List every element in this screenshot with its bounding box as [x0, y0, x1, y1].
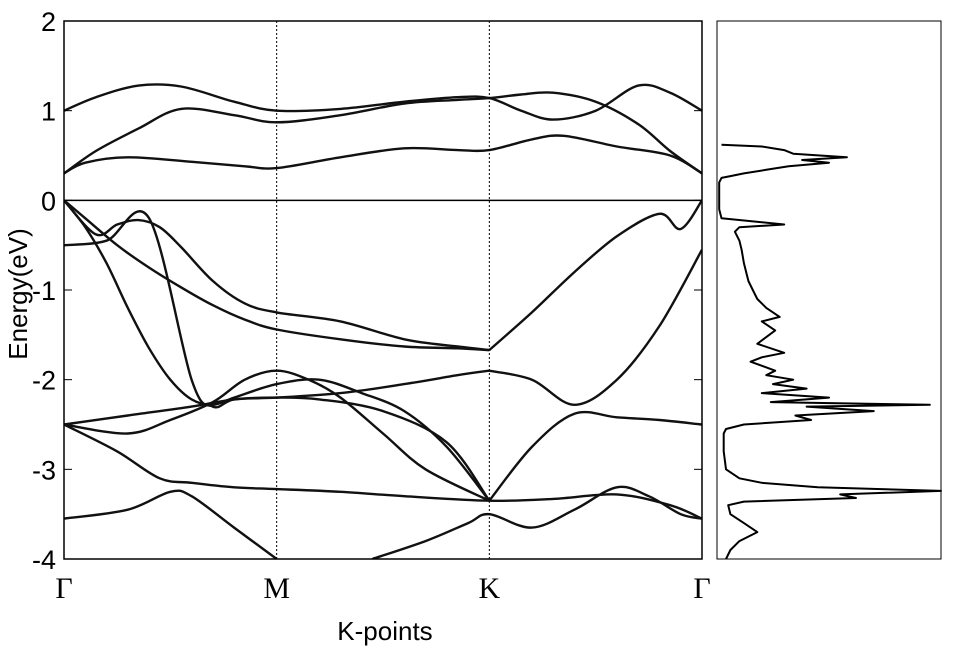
x-axis-label: K-points — [337, 616, 432, 646]
band-line-11 — [64, 489, 278, 559]
y-axis-label: Energy(eV) — [3, 228, 33, 360]
y-tick-label: 2 — [41, 7, 56, 37]
band-lines — [64, 83, 702, 559]
band-line-1 — [64, 83, 702, 121]
band-line-2 — [64, 91, 702, 175]
band-line-4 — [64, 199, 490, 352]
band-line-3 — [64, 134, 702, 175]
k-point-label: K — [478, 572, 500, 605]
y-tick-label: 1 — [41, 97, 56, 127]
k-point-label: M — [263, 572, 290, 605]
band-structure-panel: 2 1 0 -1 -2 -3 -4 Γ M K Γ K-points Energy(eV) — [3, 7, 711, 646]
dos-panel — [716, 20, 942, 560]
band-line-13 — [489, 249, 702, 407]
y-tick-label: 0 — [41, 186, 56, 216]
k-point-label: Γ — [55, 572, 72, 605]
dos-lines — [718, 143, 942, 560]
band-line-14 — [488, 199, 702, 351]
dos-line-1 — [718, 143, 942, 560]
y-tick-label: -4 — [32, 545, 56, 575]
k-point-label: Γ — [693, 572, 710, 605]
dos-plot-frame — [716, 20, 942, 560]
y-tick-label: -1 — [32, 276, 56, 306]
band-line-15 — [488, 410, 702, 502]
band-line-6 — [64, 199, 491, 502]
k-point-vertical-lines — [276, 21, 490, 559]
y-axis-ticks: 2 1 0 -1 -2 -3 -4 — [32, 7, 702, 575]
y-tick-label: -3 — [32, 455, 56, 485]
y-tick-label: -2 — [32, 366, 56, 396]
band-line-12 — [372, 485, 702, 559]
band-line-5 — [64, 199, 490, 352]
band-line-10 — [64, 423, 702, 520]
